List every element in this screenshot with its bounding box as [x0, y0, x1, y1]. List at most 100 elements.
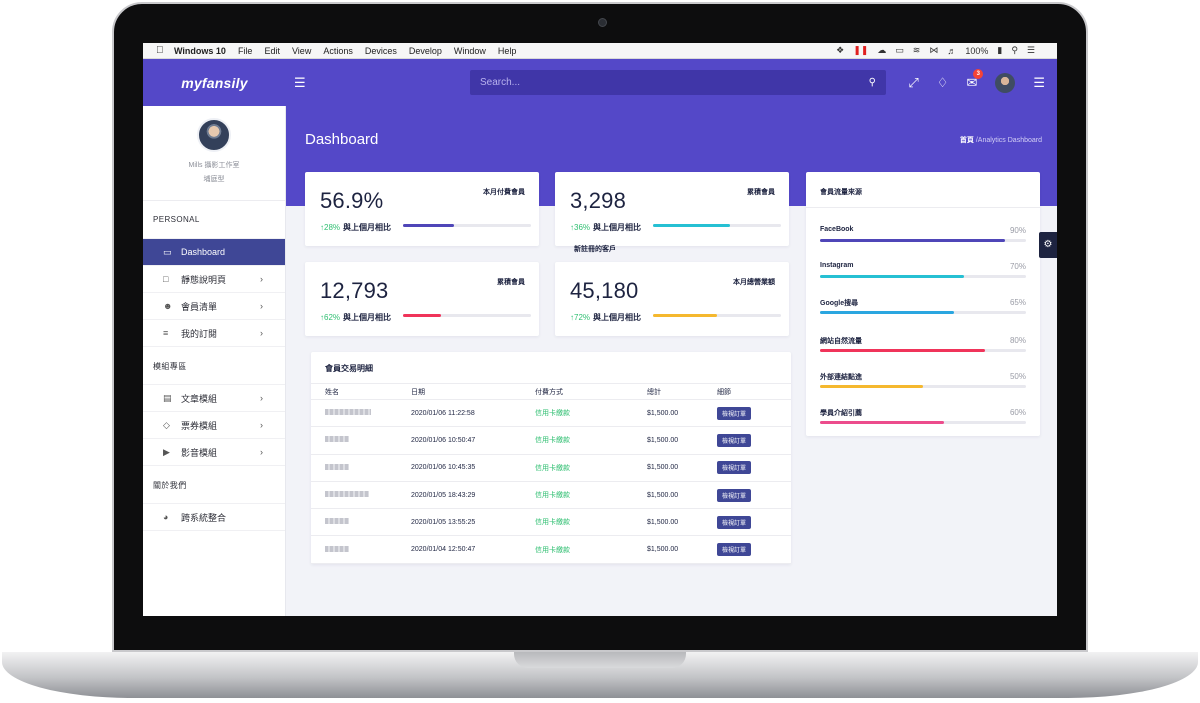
blurred-name	[311, 454, 397, 482]
sidebar-item-label: Dashboard	[181, 247, 226, 257]
menubar-edit[interactable]: Edit	[264, 45, 280, 56]
list-icon: ≡	[163, 328, 169, 338]
traffic-title: 會員流量來源	[820, 189, 862, 196]
sidebar-profile: Mills 攝影工作室 埔庭型	[143, 106, 285, 201]
laptop-notch	[514, 652, 686, 668]
stat-delta: ↑72% 與上個月相比	[570, 312, 641, 323]
source-name: 外部連結點進	[820, 374, 862, 381]
volume-icon[interactable]: ♬	[947, 45, 957, 56]
menubar-app-name[interactable]: Windows 10	[174, 45, 226, 56]
row-method: 信用卡繳款	[521, 481, 633, 510]
logo[interactable]: myfansily	[181, 74, 248, 91]
fullscreen-icon[interactable]: ⤢	[908, 74, 919, 90]
row-total: $1,500.00	[633, 481, 703, 510]
blurred-name	[311, 399, 397, 428]
view-order-button[interactable]: 檢視訂單	[717, 406, 752, 420]
stat-card-members: 12,793 累積會員 ↑62% 與上個月相比	[305, 262, 539, 336]
transactions-card: 會員交易明細 姓名 日期 付費方式 總計 細節 2020/01/06 11:22…	[311, 352, 791, 564]
view-order-button[interactable]: 檢視訂單	[717, 543, 752, 557]
row-method: 信用卡繳款	[521, 399, 633, 428]
row-method: 信用卡繳款	[521, 535, 633, 564]
dropbox-icon[interactable]: ❖	[836, 45, 845, 55]
table-row: 2020/01/06 11:22:58 信用卡繳款 $1,500.00 檢視訂單	[311, 399, 791, 428]
menubar-view[interactable]: View	[291, 45, 312, 56]
right-menu-icon[interactable]: ☰	[1033, 74, 1045, 90]
menubar-window[interactable]: Window	[453, 45, 486, 56]
menubar-devices[interactable]: Devices	[364, 45, 397, 56]
monitor-icon: ▭	[163, 246, 172, 257]
view-order-button[interactable]: 檢視訂單	[717, 433, 752, 447]
stat-delta-value: ↑36%	[570, 223, 591, 232]
row-details: 檢視訂單	[703, 399, 791, 428]
row-date: 2020/01/05 18:43:29	[397, 481, 521, 510]
wifi-icon[interactable]: ≋	[912, 45, 921, 55]
settings-gear-icon[interactable]: ⚙	[1039, 232, 1057, 258]
stat-progress-fill	[653, 224, 730, 227]
airplay-icon[interactable]: ▭	[895, 45, 904, 55]
section-title-modules: 模組專區	[143, 347, 285, 385]
bluetooth-icon[interactable]: ⋈	[929, 45, 939, 55]
sidebar-item-tickets[interactable]: ◇ 票券模組 ›	[143, 412, 285, 439]
user-avatar[interactable]	[995, 72, 1016, 93]
sidebar-item-dashboard[interactable]: ▭ Dashboard	[143, 239, 285, 266]
app-header: myfansily ☰ ⚲ ⤢ ♢ ✉3 ☰	[143, 59, 1057, 106]
row-details: 檢視訂單	[703, 535, 791, 564]
sidebar-item-articles[interactable]: ▤ 文章模組 ›	[143, 385, 285, 412]
source-bar	[820, 349, 985, 352]
view-order-button[interactable]: 檢視訂單	[717, 488, 752, 502]
section-title-about: 關於我們	[143, 466, 285, 504]
menubar-file[interactable]: File	[237, 45, 253, 56]
stat-progress	[653, 224, 781, 227]
table-row: 2020/01/05 13:55:25 信用卡繳款 $1,500.00 檢視訂單	[311, 508, 791, 537]
menu-toggle-icon[interactable]: ☰	[294, 74, 306, 90]
stat-progress-fill	[403, 224, 455, 227]
sidebar-item-integration[interactable]: ◕ 跨系統整合	[143, 504, 285, 531]
source-percent: 65%	[1009, 298, 1026, 307]
source-percent: 80%	[1009, 336, 1026, 345]
source-bar	[820, 385, 923, 388]
breadcrumb-home[interactable]: 首頁	[959, 137, 974, 144]
mail-icon[interactable]: ✉ 3	[966, 68, 984, 91]
source-name: FaceBook	[820, 226, 854, 233]
cloud-icon[interactable]: ☁	[877, 45, 887, 55]
notification-center-icon[interactable]: ☰	[1026, 45, 1035, 55]
search-icon[interactable]: ⚲	[868, 77, 876, 88]
row-date: 2020/01/06 11:22:58	[397, 399, 521, 428]
search-input[interactable]	[480, 77, 869, 88]
video-icon: ▶	[163, 446, 170, 457]
sidebar-item-static-pages[interactable]: □ 靜態說明頁 ›	[143, 266, 285, 293]
source-bar	[820, 311, 954, 314]
battery-icon[interactable]: ▮	[997, 45, 1003, 55]
stat-card-paid-members: 56.9% 本月付費會員 ↑28% 與上個月相比	[305, 172, 539, 246]
source-percent: 50%	[1009, 372, 1026, 381]
stat-delta: ↑62% 與上個月相比	[320, 312, 391, 323]
column-header-date: 日期	[397, 383, 521, 400]
sidebar-item-label: 靜態說明頁	[181, 274, 227, 285]
row-details: 檢視訂單	[703, 426, 791, 455]
mail-badge: 3	[973, 68, 984, 79]
view-order-button[interactable]: 檢視訂單	[717, 515, 752, 529]
stat-compare: 與上個月相比	[343, 223, 392, 232]
traffic-card: 會員流量來源 FaceBook 90% Instagram 70% Google…	[806, 172, 1040, 436]
table-header-row: 姓名 日期 付費方式 總計 細節	[311, 383, 791, 400]
source-percent: 60%	[1009, 408, 1026, 417]
sidebar-item-videos[interactable]: ▶ 影音模組 ›	[143, 439, 285, 466]
view-order-button[interactable]: 檢視訂單	[717, 461, 752, 475]
bell-icon[interactable]: ♢	[936, 74, 949, 90]
menubar-help[interactable]: Help	[497, 45, 517, 56]
sidebar-item-label: 我的訂閱	[181, 328, 218, 339]
blurred-name	[311, 508, 397, 537]
stat-value: 12,793	[320, 278, 389, 303]
sidebar-item-label: 文章模組	[181, 393, 218, 404]
apple-icon[interactable]: 	[156, 45, 166, 56]
sidebar-item-members[interactable]: ☻ 會員清單 ›	[143, 293, 285, 320]
parallels-icon[interactable]: ❚❚	[853, 45, 869, 55]
profile-avatar[interactable]	[197, 118, 231, 152]
menubar-develop[interactable]: Develop	[408, 45, 442, 56]
source-bar	[820, 275, 965, 278]
sidebar-item-subscriptions[interactable]: ≡ 我的訂閱 ›	[143, 320, 285, 347]
row-total: $1,500.00	[633, 535, 703, 564]
menubar-actions[interactable]: Actions	[323, 45, 353, 56]
spotlight-icon[interactable]: ⚲	[1011, 45, 1018, 55]
row-date: 2020/01/04 12:50:47	[397, 535, 521, 564]
